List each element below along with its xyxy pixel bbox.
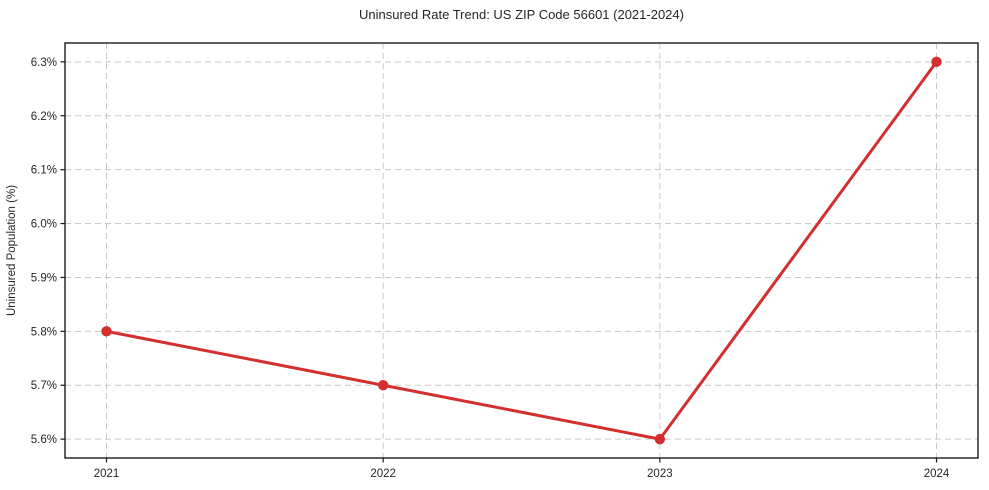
y-tick-label: 5.8% bbox=[31, 326, 57, 338]
plot-border bbox=[64, 42, 979, 459]
data-point-marker bbox=[931, 56, 942, 68]
y-tick-label: 6.3% bbox=[31, 57, 57, 69]
x-tick-label: 2024 bbox=[924, 468, 950, 480]
y-tick-label: 6.1% bbox=[31, 165, 57, 177]
y-tick-label: 5.6% bbox=[31, 434, 57, 446]
data-point-marker bbox=[377, 380, 389, 391]
x-tick-label: 2021 bbox=[94, 468, 120, 480]
y-tick-label: 5.9% bbox=[31, 272, 57, 284]
y-tick-label: 6.2% bbox=[31, 111, 57, 123]
data-point-marker bbox=[654, 433, 666, 445]
chart-title: Uninsured Rate Trend: US ZIP Code 56601 … bbox=[359, 7, 684, 22]
y-axis-label: Uninsured Population (%) bbox=[6, 185, 18, 316]
y-tick-label: 5.7% bbox=[31, 380, 57, 392]
data-point-marker bbox=[101, 326, 112, 337]
trend-line bbox=[105, 60, 938, 441]
x-tick-label: 2022 bbox=[370, 468, 396, 480]
x-tick-label: 2023 bbox=[647, 468, 673, 480]
y-tick-label: 6.0% bbox=[31, 219, 57, 231]
